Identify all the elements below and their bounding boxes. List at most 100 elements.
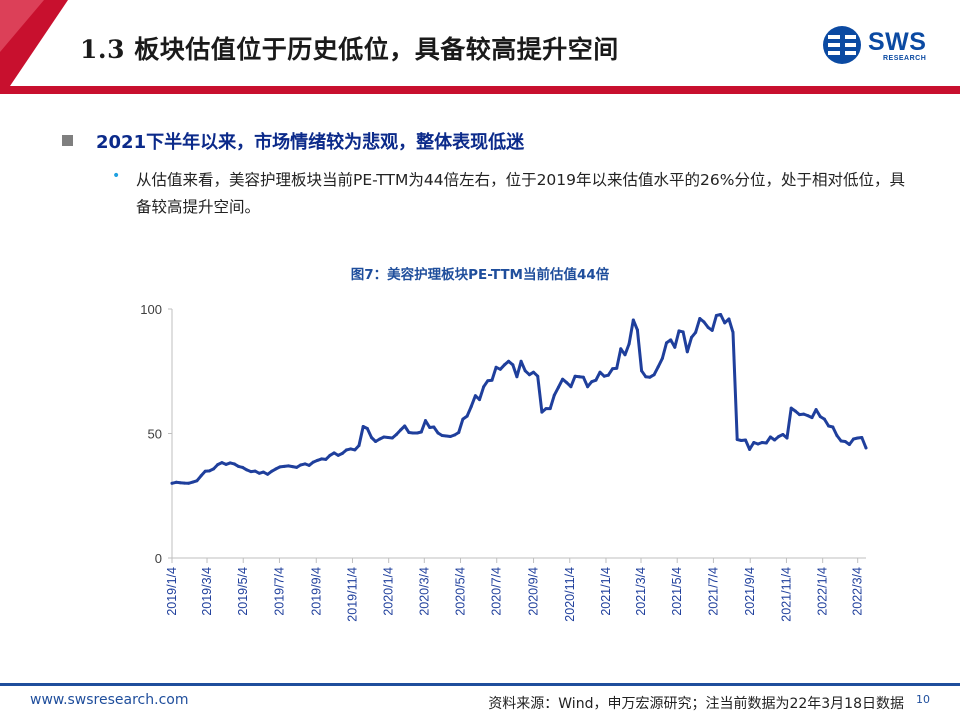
data-point [498,367,502,371]
data-point [220,461,224,465]
data-point [652,373,656,377]
data-point [257,471,261,475]
data-point [623,353,627,357]
data-point [527,373,531,377]
data-point [814,408,818,412]
data-point [241,465,245,469]
data-point [557,385,560,389]
data-point [714,314,718,317]
data-point [207,469,211,473]
data-point [602,374,606,378]
data-point [403,424,407,428]
data-point [785,436,789,440]
chart-title: 图7：美容护理板块PE-TTM当前估值44倍 [350,267,610,283]
data-point [178,481,182,485]
data-point [839,439,843,443]
data-point [864,446,868,450]
data-point [174,480,178,484]
data-point [822,417,826,421]
x-tick-label: 2021/9/4 [743,567,757,616]
data-point [237,464,240,468]
sws-logo-icon [823,26,861,64]
data-point [203,469,207,473]
data-point [577,375,581,379]
data-point [183,481,186,485]
data-point [548,407,552,411]
x-tick-label: 2021/3/4 [634,567,648,616]
page-title: 1.3 板块估值位于历史低位，具备较高提升空间 [80,35,619,64]
footer-website-link[interactable]: www.swsresearch.com [30,692,189,708]
data-point [660,356,664,360]
data-point [756,442,760,446]
data-point [635,328,639,332]
data-point [511,363,515,367]
data-point [440,434,444,437]
data-point [228,461,232,465]
data-point [261,470,265,474]
data-point [573,374,577,378]
data-point [328,453,332,457]
data-point [303,462,307,466]
data-point [781,433,785,436]
data-point [685,350,689,354]
data-point [382,435,386,439]
logo-text: SWS [868,28,927,56]
x-tick-label: 2022/3/4 [851,567,865,616]
data-point [320,457,324,461]
data-point [615,366,619,370]
data-point [278,465,282,469]
data-point [532,370,535,374]
page-number: 10 [916,693,930,706]
data-point [390,436,394,440]
data-point [710,328,714,332]
data-point [835,434,839,437]
footer-divider [0,683,960,686]
data-point [719,313,723,316]
data-point [349,447,353,451]
data-point [665,341,668,345]
data-point [315,458,319,462]
data-point [361,425,365,428]
data-point [606,373,610,377]
data-point [424,419,427,423]
data-point [224,462,228,466]
data-point [594,378,598,382]
data-point [760,441,764,444]
data-point [453,433,457,437]
x-tick-label: 2019/5/4 [236,567,250,616]
data-point [386,436,390,439]
pe-ttm-line-chart: 0 50 100 2019/1/4 2019/3/4 2019/5/4 2019/7/4 20… [140,302,868,622]
x-tick-label: 2021/1/4 [599,567,613,616]
body-point: 从估值来看，美容护理板块当前PE-TTM为44倍左右，位于2019年以来估值水平… [136,171,905,216]
data-point [843,440,847,443]
data-point [365,427,369,430]
data-point [773,438,777,442]
data-point [353,448,357,452]
data-point [399,428,403,432]
x-tick-label: 2019/7/4 [272,567,286,616]
x-tick-label: 2019/1/4 [165,567,179,616]
data-point [619,347,623,351]
x-tick-label: 2020/1/4 [382,567,396,616]
data-point [216,463,220,467]
data-point [394,433,398,436]
data-point [698,317,702,320]
x-tick-label: 2019/11/4 [345,567,359,622]
data-point [818,415,822,419]
data-point [370,436,373,439]
data-point [540,410,544,414]
x-tick-label: 2020/3/4 [417,567,431,616]
data-point [860,436,864,439]
data-point [486,379,490,383]
data-point [170,481,174,485]
data-point [307,463,311,467]
data-point [694,330,698,334]
data-point [656,365,660,369]
data-point [266,472,270,476]
data-point [357,444,361,447]
data-point [569,385,573,389]
x-tick-label: 2021/11/4 [779,567,793,622]
data-point [490,378,494,382]
data-point [627,342,631,346]
data-point [648,375,652,379]
